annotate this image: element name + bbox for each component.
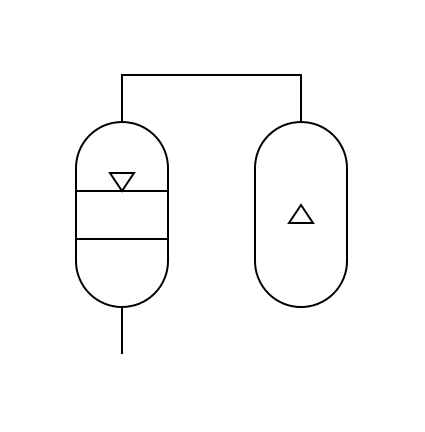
up-triangle-icon: [287, 203, 315, 224]
right-vessel-body: [254, 121, 348, 308]
left-vessel-body: [75, 121, 169, 308]
right-vessel: [254, 121, 348, 308]
left-vessel: [75, 121, 169, 308]
connecting-pipe: [121, 74, 302, 122]
down-triangle-icon: [108, 172, 136, 193]
